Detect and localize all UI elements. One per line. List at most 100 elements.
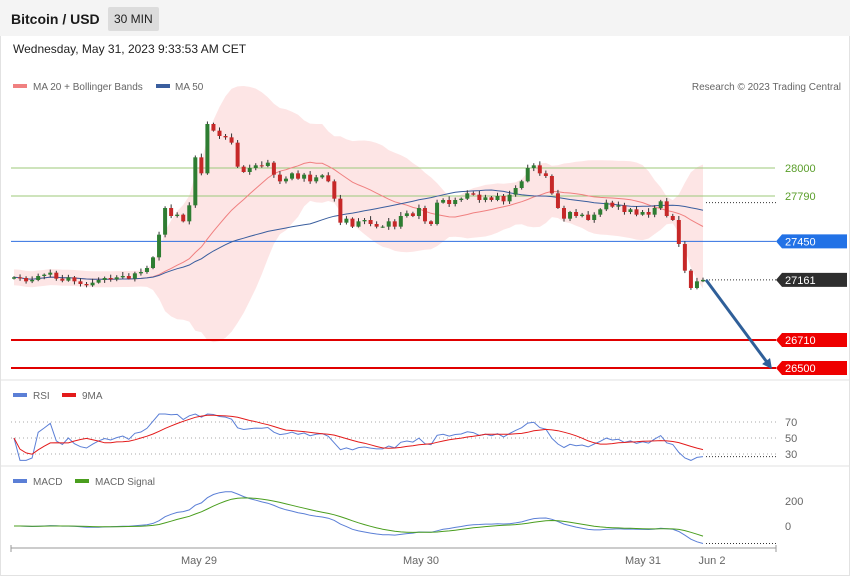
candle-78 bbox=[483, 194, 488, 203]
candle-103 bbox=[634, 206, 639, 217]
candle-body-33 bbox=[211, 124, 216, 131]
candle-68 bbox=[422, 205, 427, 224]
candle-body-45 bbox=[283, 178, 288, 182]
candle-body-28 bbox=[181, 214, 186, 222]
candle-body-52 bbox=[326, 175, 331, 182]
candle-20 bbox=[132, 271, 137, 282]
macd-line bbox=[14, 491, 704, 544]
candle-41 bbox=[259, 161, 264, 168]
candle-26 bbox=[169, 204, 174, 219]
candle-body-64 bbox=[398, 216, 403, 227]
candle-body-25 bbox=[163, 208, 168, 235]
candle-80 bbox=[495, 192, 500, 202]
candle-92 bbox=[568, 210, 573, 222]
candle-body-12 bbox=[84, 284, 89, 286]
bollinger-bands bbox=[14, 86, 703, 343]
forecast-arrow bbox=[704, 278, 772, 370]
candle-body-29 bbox=[187, 205, 192, 222]
candle-body-41 bbox=[259, 165, 264, 167]
candle-45 bbox=[283, 176, 288, 184]
candle-88 bbox=[543, 170, 548, 178]
macd-tick-200: 200 bbox=[785, 496, 803, 508]
candle-71 bbox=[441, 198, 446, 204]
timeframe-badge[interactable]: 30 MIN bbox=[108, 7, 159, 31]
candle-6 bbox=[48, 269, 53, 278]
candle-113 bbox=[694, 277, 699, 290]
candle-52 bbox=[326, 172, 331, 183]
candle-100 bbox=[616, 201, 621, 210]
candlesticks bbox=[12, 121, 705, 290]
candle-55 bbox=[344, 216, 349, 225]
candle-44 bbox=[277, 171, 282, 184]
candle-body-61 bbox=[380, 226, 385, 228]
candle-body-59 bbox=[368, 220, 373, 224]
candle-32 bbox=[205, 121, 210, 175]
candle-64 bbox=[398, 212, 403, 229]
candle-76 bbox=[471, 191, 476, 196]
candle-3 bbox=[30, 276, 35, 284]
candle-59 bbox=[368, 216, 373, 227]
candle-72 bbox=[447, 196, 452, 207]
candle-91 bbox=[561, 205, 566, 222]
candle-109 bbox=[670, 213, 675, 221]
candle-body-104 bbox=[640, 212, 645, 215]
candle-body-94 bbox=[580, 214, 585, 216]
candle-48 bbox=[302, 172, 307, 182]
candle-body-47 bbox=[296, 173, 301, 179]
candle-body-57 bbox=[356, 221, 361, 227]
candle-33 bbox=[211, 122, 216, 132]
candle-112 bbox=[688, 269, 693, 290]
candle-51 bbox=[320, 174, 325, 179]
candle-body-15 bbox=[102, 278, 107, 280]
candle-105 bbox=[646, 208, 651, 218]
level-tag-27161 bbox=[776, 272, 847, 287]
candle-97 bbox=[598, 208, 603, 217]
candle-body-32 bbox=[205, 124, 210, 174]
candle-body-24 bbox=[157, 234, 162, 258]
candle-111 bbox=[682, 241, 687, 274]
candle-73 bbox=[453, 197, 458, 207]
candle-body-23 bbox=[151, 257, 156, 268]
candle-body-91 bbox=[561, 208, 566, 219]
forecast-arrow-line bbox=[704, 278, 772, 370]
candle-body-16 bbox=[108, 278, 113, 280]
legend-swatch-ma20 bbox=[13, 84, 27, 88]
candle-40 bbox=[253, 163, 258, 171]
candle-body-112 bbox=[688, 270, 693, 288]
candle-96 bbox=[592, 212, 597, 223]
candle-body-40 bbox=[253, 165, 258, 168]
candle-body-79 bbox=[489, 197, 494, 200]
candle-body-78 bbox=[483, 197, 488, 200]
legend-macd-signal: MACD Signal bbox=[95, 477, 155, 488]
legend-rsi-9ma: 9MA bbox=[82, 391, 103, 402]
candle-body-76 bbox=[471, 193, 476, 195]
candle-83 bbox=[513, 185, 518, 197]
candle-body-100 bbox=[616, 205, 621, 207]
candle-23 bbox=[151, 256, 156, 270]
candle-body-39 bbox=[247, 168, 252, 172]
candle-body-49 bbox=[308, 174, 313, 182]
candle-body-108 bbox=[664, 201, 669, 216]
candle-body-48 bbox=[302, 174, 307, 179]
candle-body-70 bbox=[435, 202, 440, 224]
candle-body-54 bbox=[338, 198, 343, 223]
legend-swatch-macd bbox=[13, 479, 27, 483]
legend-swatch-rsi-ma bbox=[62, 393, 76, 397]
macd-signal-line bbox=[14, 497, 704, 537]
x-label-jun2: Jun 2 bbox=[699, 555, 726, 567]
candle-body-110 bbox=[676, 220, 681, 244]
candle-57 bbox=[356, 218, 361, 228]
candle-82 bbox=[507, 190, 512, 204]
candle-body-46 bbox=[290, 173, 295, 179]
candle-body-83 bbox=[513, 188, 518, 195]
candle-body-58 bbox=[362, 220, 367, 222]
legend-ma20-bb: MA 20 + Bollinger Bands bbox=[33, 82, 143, 93]
candle-body-93 bbox=[574, 212, 579, 216]
candle-34 bbox=[217, 127, 222, 139]
research-credit: Research © 2023 Trading Central bbox=[692, 82, 841, 93]
rsi-9ma-line bbox=[13, 414, 704, 455]
x-label-may31: May 31 bbox=[625, 555, 661, 567]
candle-31 bbox=[199, 153, 204, 176]
